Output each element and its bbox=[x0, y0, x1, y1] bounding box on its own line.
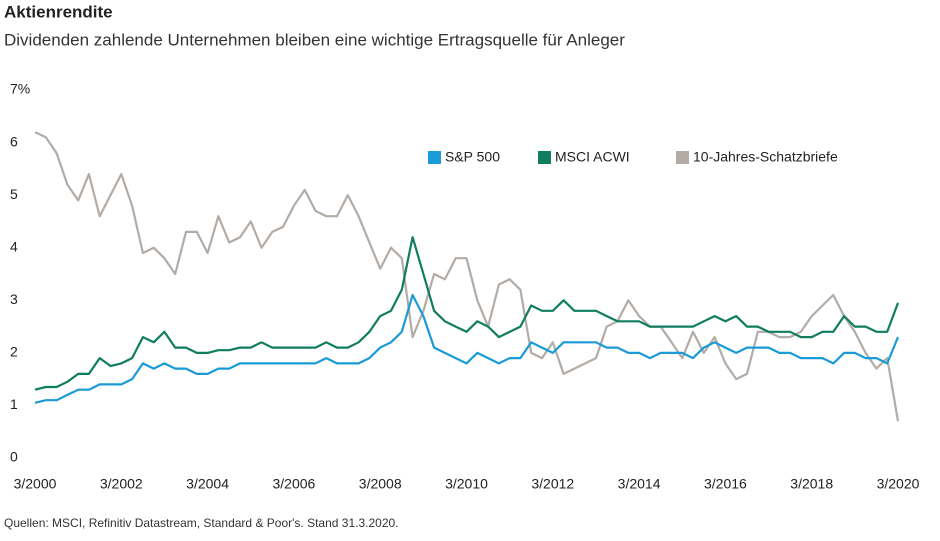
series-line bbox=[34, 131, 900, 422]
x-tick-label: 3/2010 bbox=[445, 476, 488, 492]
legend-swatch bbox=[538, 151, 551, 164]
legend-label: MSCI ACWI bbox=[555, 149, 630, 165]
x-tick-label: 3/2016 bbox=[704, 476, 747, 492]
y-tick-label: 1 bbox=[10, 396, 18, 412]
x-tick-label: 3/2018 bbox=[790, 476, 833, 492]
x-tick-label: 3/2006 bbox=[272, 476, 315, 492]
legend-swatch bbox=[428, 151, 441, 164]
series-line bbox=[34, 293, 900, 404]
y-tick-label: 2 bbox=[10, 344, 18, 360]
x-tick-label: 3/2014 bbox=[618, 476, 661, 492]
chart-subtitle: Dividenden zahlende Unternehmen bleiben … bbox=[4, 30, 625, 49]
series-line bbox=[34, 236, 900, 391]
legend-label: S&P 500 bbox=[445, 149, 500, 165]
chart-title: Aktienrendite bbox=[4, 2, 113, 21]
x-tick-label: 3/2020 bbox=[877, 476, 920, 492]
x-tick-label: 3/2008 bbox=[359, 476, 402, 492]
x-tick-label: 3/2002 bbox=[100, 476, 143, 492]
legend-swatch bbox=[676, 151, 689, 164]
y-tick-label: 7% bbox=[10, 81, 30, 97]
y-tick-label: 0 bbox=[10, 449, 18, 465]
y-tick-label: 4 bbox=[10, 238, 18, 254]
y-tick-label: 3 bbox=[10, 291, 18, 307]
x-tick-label: 3/2012 bbox=[531, 476, 574, 492]
legend-label: 10-Jahres-Schatzbriefe bbox=[693, 149, 838, 165]
y-tick-label: 6 bbox=[10, 133, 18, 149]
source-note: Quellen: MSCI, Refinitiv Datastream, Sta… bbox=[4, 516, 399, 530]
y-tick-label: 5 bbox=[10, 186, 18, 202]
x-tick-label: 3/2000 bbox=[14, 476, 57, 492]
x-tick-label: 3/2004 bbox=[186, 476, 229, 492]
